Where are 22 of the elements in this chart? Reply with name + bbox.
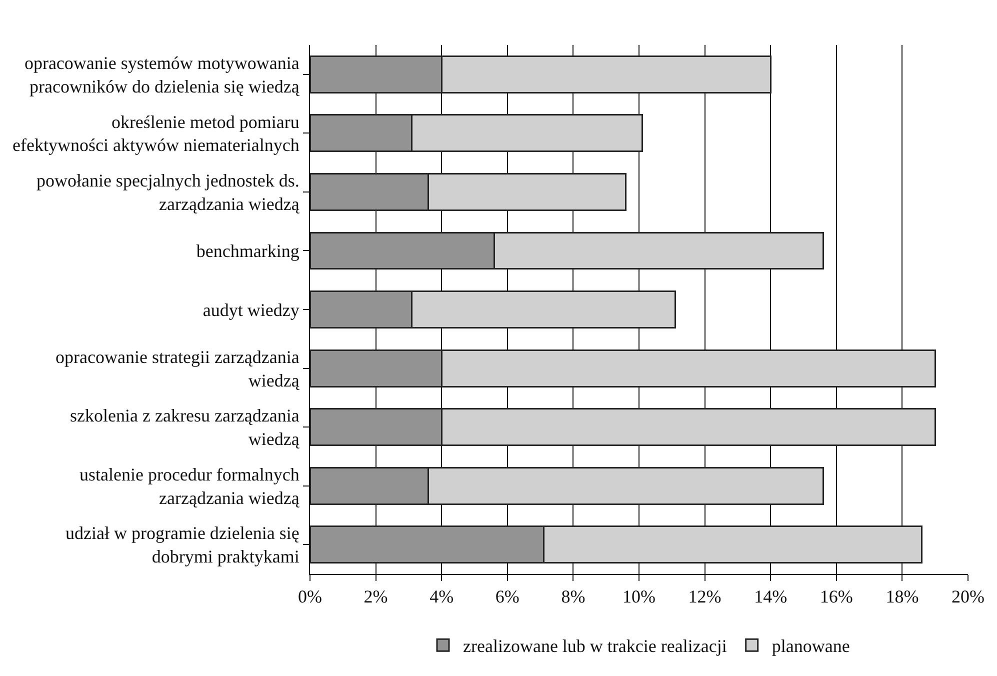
- y-tick-label: benchmarking: [196, 241, 300, 262]
- y-tick-label: opracowanie strategii zarządzania wiedzą: [56, 346, 300, 390]
- y-tick-label: ustalenie procedur formalnych zarządzania wiedzą: [79, 464, 300, 508]
- x-tick-label: 0%: [298, 586, 322, 607]
- y-tick-label: szkolenia z zakresu zarządzania wiedzą: [70, 406, 300, 450]
- x-tick-label: 16%: [820, 586, 853, 607]
- x-tick-label: 4%: [430, 586, 454, 607]
- x-tick-label: 20%: [952, 586, 984, 607]
- x-tick-label: 14%: [754, 586, 788, 607]
- y-tick-label: określenie metod pomiaru efektywności aktywów niematerialnych: [12, 112, 300, 156]
- x-tick-label: 18%: [886, 586, 919, 607]
- y-tick-label: opracowanie systemów motywowania pracowników do dzielenia się wiedzą: [24, 52, 300, 96]
- y-tick-label: audyt wiedzy: [202, 300, 300, 320]
- legend-label: zrealizowane lub w trakcie realizacji: [463, 636, 727, 656]
- x-tick-label: 6%: [495, 586, 520, 607]
- y-tick-label: udział w programie dzielenia się dobrymi praktykami: [65, 523, 300, 567]
- x-tick-label: 2%: [364, 586, 388, 607]
- x-tick-label: 8%: [561, 586, 586, 607]
- x-tick-label: 12%: [688, 586, 722, 607]
- legend-label: planowane: [772, 636, 850, 656]
- x-tick-label: 10%: [622, 586, 656, 607]
- y-tick-label: powołanie specjalnych jednostek ds. zarządzania wiedzą: [36, 170, 300, 214]
